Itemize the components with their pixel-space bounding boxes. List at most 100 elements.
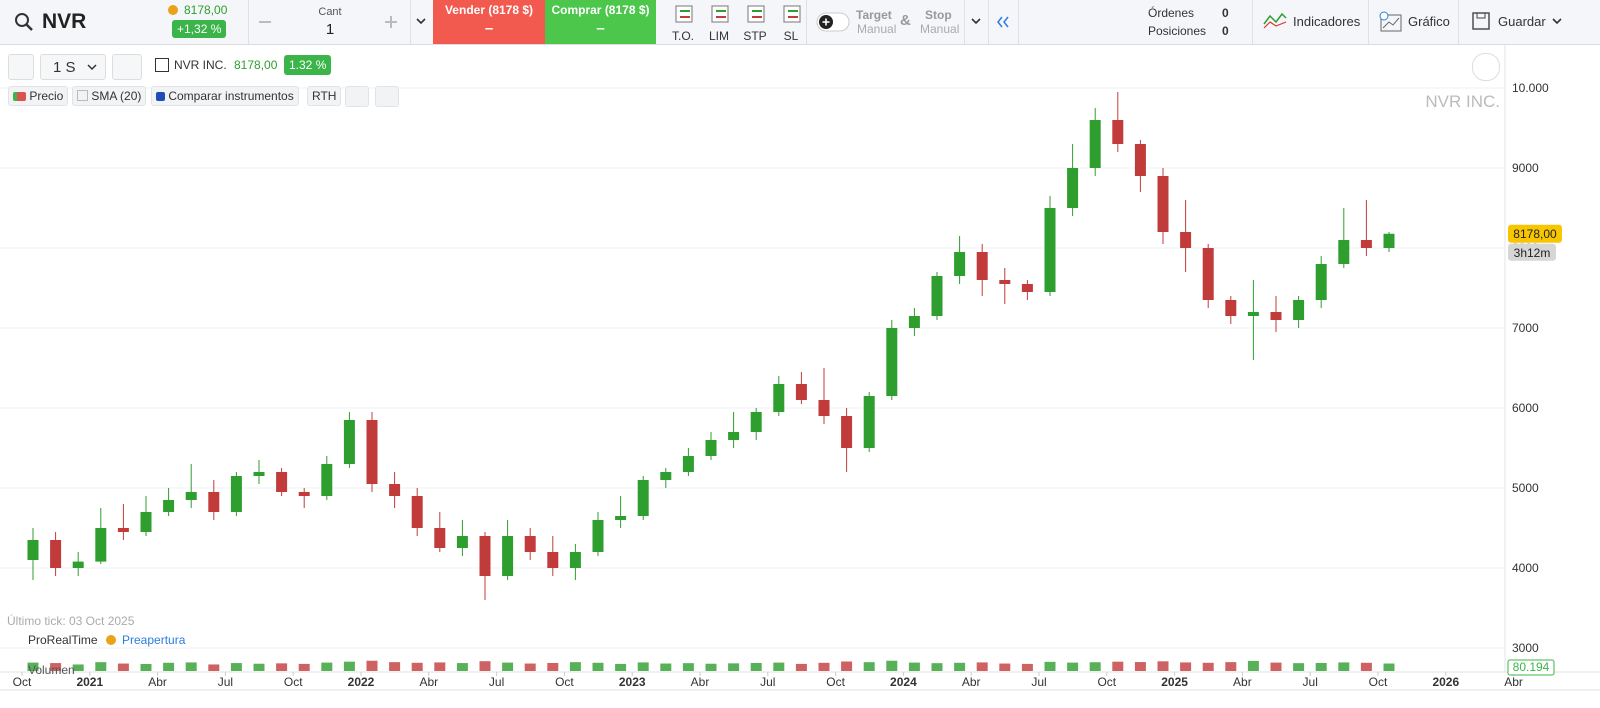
volume-bar (1315, 662, 1327, 671)
watermark: NVR INC. (1425, 92, 1500, 111)
candle-body (502, 536, 514, 576)
candle-body (1225, 300, 1237, 316)
volume-bar (705, 663, 717, 671)
line-chip[interactable] (345, 86, 369, 107)
volume-bar (411, 662, 423, 671)
period: 1 S (53, 59, 76, 76)
symbol[interactable]: NVR (42, 10, 87, 33)
plus[interactable] (384, 15, 398, 29)
volume-bar (1044, 661, 1056, 671)
x-tick-label: Oct (555, 675, 574, 689)
volume-bar (569, 662, 581, 671)
qty[interactable]: 1 (325, 21, 335, 38)
x-tick-label: Abr (691, 675, 710, 689)
candle-body (389, 484, 401, 496)
candle-body (1202, 248, 1214, 300)
volume-bar (72, 664, 84, 671)
search-icon[interactable] (14, 12, 34, 32)
candle-body (818, 400, 830, 416)
price-chip[interactable]: Precio (8, 86, 69, 106)
price: 8178,00 (184, 3, 228, 17)
candle-body (637, 480, 649, 516)
list-chip[interactable] (375, 86, 399, 107)
candle-body (163, 500, 175, 512)
candle-body (841, 416, 853, 448)
period-button[interactable]: 1 S (40, 54, 106, 80)
caret[interactable] (416, 18, 426, 26)
candle-body (208, 492, 220, 512)
amp: & (900, 12, 911, 29)
order-icon (783, 5, 801, 23)
sma-label: SMA (20) (91, 89, 142, 103)
sell-label: Vender (8178 $) (444, 3, 534, 17)
toggle[interactable] (816, 12, 850, 32)
indicators[interactable]: Indicadores (1293, 14, 1361, 29)
volume-bar (343, 661, 355, 671)
save-icon[interactable] (1471, 11, 1491, 31)
order-type[interactable]: T.O. (668, 4, 698, 43)
save[interactable]: Guardar (1498, 14, 1546, 29)
rth-chip[interactable]: RTH (307, 86, 342, 106)
collapse[interactable] (996, 15, 1010, 29)
volume-bar (660, 663, 672, 671)
volume-bar (1270, 662, 1282, 671)
buy-button[interactable]: Comprar (8178 $) – (545, 0, 656, 44)
indicators-icon[interactable] (1262, 10, 1288, 32)
x-tick-label: Jul (760, 675, 775, 689)
order-type[interactable]: LIM (704, 4, 734, 43)
chart-type-button[interactable] (112, 54, 142, 80)
candle-body (185, 492, 197, 500)
volume-bar (976, 662, 988, 671)
buy-label: Comprar (8178 $) (551, 3, 650, 17)
order-icon (711, 5, 729, 23)
volume-bar (682, 663, 694, 671)
candle-body (230, 476, 242, 512)
volume-bar (1247, 660, 1259, 671)
volume-name: Volumen (28, 663, 75, 677)
caret[interactable] (971, 18, 981, 26)
volume-bar (230, 663, 242, 671)
minus[interactable] (258, 16, 272, 28)
x-tick-label: Jul (1031, 675, 1046, 689)
candle-body (795, 384, 807, 400)
order-type[interactable]: SL (776, 4, 806, 43)
volume-bar (95, 662, 107, 671)
brand: ProRealTime (28, 633, 98, 647)
candle-body (72, 561, 84, 568)
candle-body (479, 536, 491, 576)
order-type[interactable]: STP (740, 4, 770, 43)
candle-body (886, 328, 898, 396)
volume-bar (276, 663, 288, 671)
volume-bar (208, 664, 220, 671)
volume-bar (863, 662, 875, 671)
candle-body (1089, 120, 1101, 168)
candle-body (140, 512, 152, 532)
volume-bar (389, 662, 401, 671)
info-icon[interactable] (155, 58, 169, 72)
x-tick-label: 2025 (1161, 675, 1188, 689)
y-tick-label: 6000 (1512, 401, 1539, 415)
candle-body (366, 420, 378, 484)
order-icon (747, 5, 765, 23)
session-icon (106, 635, 116, 645)
x-tick-label: Abr (148, 675, 167, 689)
y-tick-label: 3000 (1512, 641, 1539, 655)
sma-chip[interactable]: SMA (20) (72, 86, 147, 106)
caret[interactable] (1552, 18, 1562, 26)
settings-button[interactable] (1472, 53, 1500, 81)
orders: 0 (1222, 6, 1229, 20)
candle-body (1383, 233, 1395, 248)
chart-icon[interactable] (1378, 10, 1404, 34)
candle-body (524, 536, 536, 552)
candle-body (411, 496, 423, 528)
sell-button[interactable]: Vender (8178 $) – (433, 0, 545, 44)
compare-chip[interactable]: Comparar instrumentos (151, 86, 299, 106)
volume-bar (1089, 662, 1101, 671)
volume-bar (321, 662, 333, 671)
volume-bar (1180, 662, 1192, 671)
candle-body (682, 456, 694, 472)
chart-button[interactable]: Gráfico (1408, 14, 1450, 29)
volume-label: 80.194 (1513, 660, 1550, 674)
sync-button[interactable] (8, 54, 34, 80)
